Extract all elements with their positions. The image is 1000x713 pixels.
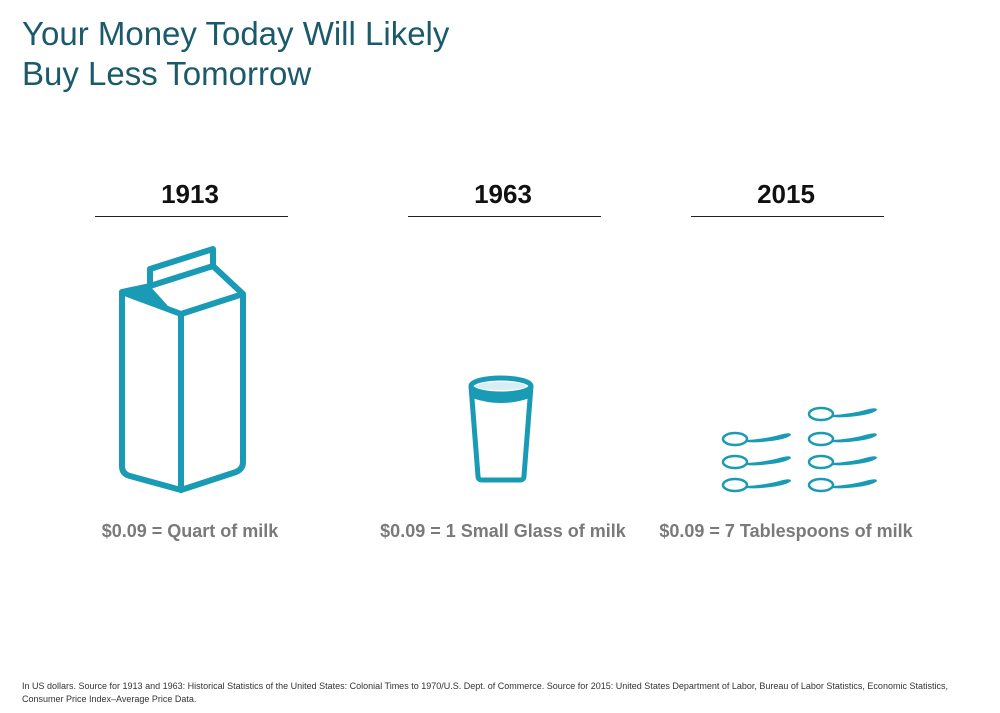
milk-glass-icon bbox=[468, 375, 534, 483]
tablespoon-icon bbox=[721, 431, 793, 447]
tablespoon-icon bbox=[807, 454, 879, 470]
year-label: 2015 bbox=[757, 179, 815, 209]
column-2015: 2015 $0.09 = 7 Tablespoons of milk bbox=[636, 176, 936, 556]
tablespoon-icon bbox=[807, 431, 879, 447]
year-label: 1913 bbox=[161, 179, 219, 209]
page-title: Your Money Today Will Likely Buy Less To… bbox=[22, 14, 449, 94]
tablespoon-icon bbox=[721, 454, 793, 470]
milk-carton-icon bbox=[119, 246, 246, 493]
caption: $0.09 = 7 Tablespoons of milk bbox=[659, 521, 913, 541]
tablespoon-icon bbox=[807, 477, 879, 493]
column-1963: 1963 $0.09 = 1 Small Glass of milk bbox=[353, 176, 653, 556]
spoons-group bbox=[721, 406, 879, 493]
tablespoon-icon bbox=[807, 406, 879, 422]
year-label: 1963 bbox=[474, 179, 532, 209]
year-divider bbox=[95, 216, 288, 217]
title-line-2: Buy Less Tomorrow bbox=[22, 55, 312, 92]
year-divider bbox=[408, 216, 601, 217]
caption: $0.09 = 1 Small Glass of milk bbox=[380, 521, 626, 541]
source-footnote: In US dollars. Source for 1913 and 1963:… bbox=[22, 681, 948, 704]
column-1913: 1913 $0.09 = Quart of milk bbox=[40, 176, 340, 556]
year-divider bbox=[691, 216, 884, 217]
title-line-1: Your Money Today Will Likely bbox=[22, 15, 450, 52]
caption: $0.09 = Quart of milk bbox=[101, 521, 279, 541]
tablespoon-icon bbox=[721, 477, 793, 493]
